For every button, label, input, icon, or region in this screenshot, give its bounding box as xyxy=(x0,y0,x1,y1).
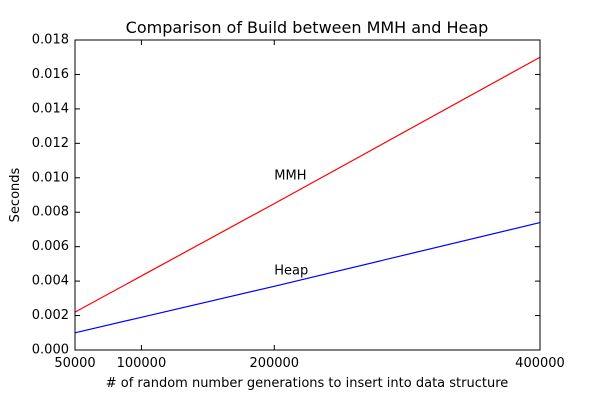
x-tick-label: 50000 xyxy=(54,356,95,371)
y-tick-label: 0.000 xyxy=(32,343,69,358)
tick-layer: 50000 100000 200000 400000 0.000 0.002 0.004 0.… xyxy=(32,33,565,372)
y-tick-label: 0.018 xyxy=(32,33,69,48)
series-layer xyxy=(74,56,541,334)
y-axis-label: Seconds xyxy=(8,167,23,222)
chart-title: Comparison of Build between MMH and Heap xyxy=(126,18,489,37)
y-tick-label: 0.006 xyxy=(32,239,69,254)
annotation-heap: Heap xyxy=(274,263,308,278)
x-tick-label: 100000 xyxy=(117,356,167,371)
y-tick-label: 0.008 xyxy=(32,205,69,220)
y-tick-label: 0.016 xyxy=(32,67,69,82)
y-tick-label: 0.004 xyxy=(32,274,69,289)
plot-area-frame xyxy=(74,39,541,351)
plot-area-background xyxy=(75,40,540,350)
y-tick-label: 0.002 xyxy=(32,308,69,323)
annotation-layer: MMH Heap xyxy=(274,169,308,279)
y-tick-label: 0.014 xyxy=(32,101,69,116)
y-tick-label: 0.010 xyxy=(32,170,69,185)
y-tick-label: 0.012 xyxy=(32,136,69,151)
x-axis-label: # of random number generations to insert… xyxy=(106,376,509,391)
x-tick-label: 400000 xyxy=(515,356,565,371)
annotation-mmh: MMH xyxy=(274,169,306,184)
x-tick-label: 200000 xyxy=(249,356,299,371)
series-line-heap xyxy=(74,221,541,334)
series-line-mmh xyxy=(74,56,541,313)
